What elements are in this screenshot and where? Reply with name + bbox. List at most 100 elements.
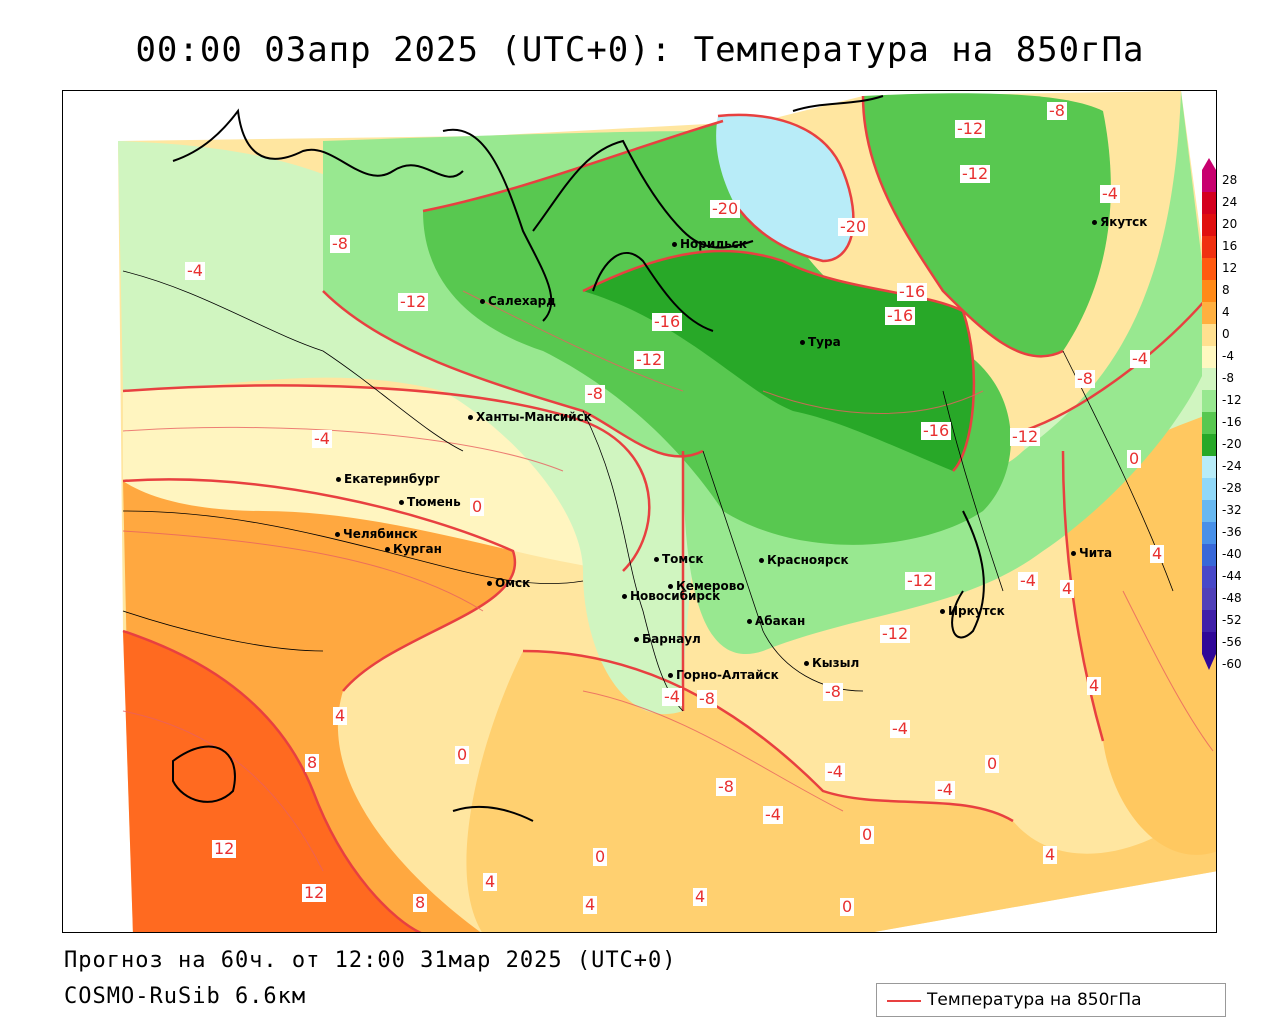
scale-label: -60 — [1222, 657, 1242, 671]
city-5: Екатеринбург — [336, 472, 440, 486]
city-0: Норильск — [672, 237, 747, 251]
city-8: Курган — [385, 542, 442, 556]
contour-label: -8 — [716, 777, 736, 796]
map-canvas — [118, 91, 1216, 932]
legend-label: Температура на 850гПа — [927, 990, 1142, 1010]
scale-label: -12 — [1222, 393, 1242, 407]
contour-label: 0 — [860, 825, 875, 844]
cold-zone-minus16 — [583, 251, 974, 471]
contour-label: -16 — [921, 421, 952, 440]
map-title: 00:00 03апр 2025 (UTC+0): Температура на… — [135, 30, 1145, 70]
contour-label: 12 — [302, 883, 327, 902]
city-10: Новосибирск — [622, 589, 720, 603]
contour-label: 0 — [470, 497, 485, 516]
contour-label: 4 — [483, 872, 498, 891]
city-15: Абакан — [747, 614, 805, 628]
scale-label: 28 — [1222, 173, 1238, 187]
scale-label: -48 — [1222, 591, 1242, 605]
contour-label: -12 — [955, 119, 986, 138]
contour-label: 0 — [455, 745, 470, 764]
city-1: Якутск — [1092, 215, 1147, 229]
scale-band — [1202, 632, 1216, 654]
scale-band — [1202, 544, 1216, 566]
scale-band — [1202, 456, 1216, 478]
scale-label: 8 — [1222, 283, 1230, 297]
contour-label: -12 — [398, 292, 429, 311]
contour-label: -12 — [634, 350, 665, 369]
contour-label: -4 — [185, 261, 205, 280]
scale-band — [1202, 434, 1216, 456]
scale-label: -52 — [1222, 613, 1242, 627]
contour-label: -12 — [1010, 427, 1041, 446]
contour-label: -4 — [312, 429, 332, 448]
city-11: Томск — [654, 552, 704, 566]
contour-label: 4 — [1087, 676, 1102, 695]
contour-label: -4 — [890, 719, 910, 738]
contour-label: -8 — [1047, 101, 1067, 120]
contour-label: 4 — [583, 895, 598, 914]
color-scale-bar — [1202, 158, 1216, 670]
temperature-map[interactable] — [62, 90, 1217, 933]
cold-zone-minus12-north — [863, 93, 1111, 357]
scale-label: -8 — [1222, 371, 1234, 385]
scale-label: 4 — [1222, 305, 1230, 319]
contour-label: -12 — [905, 571, 936, 590]
scale-label: 24 — [1222, 195, 1238, 209]
scale-band — [1202, 566, 1216, 588]
scale-band — [1202, 500, 1216, 522]
legend-line-sample — [887, 1000, 921, 1002]
color-scale: 28 24 20 16 12 8 4 0 -4 -8 -12 -16 -20 -24 -28 -32 -36 -4… — [1200, 158, 1260, 690]
scale-label: -16 — [1222, 415, 1242, 429]
scale-band — [1202, 346, 1216, 368]
contour-label: -8 — [697, 689, 717, 708]
scale-label: -36 — [1222, 525, 1242, 539]
contour-label: -16 — [885, 306, 916, 325]
contour-label: -8 — [823, 682, 843, 701]
scale-label: -44 — [1222, 569, 1242, 583]
scale-band — [1202, 192, 1216, 214]
city-4: Ханты-Мансийск — [468, 410, 592, 424]
scale-label: 12 — [1222, 261, 1238, 275]
contour-label: -4 — [763, 805, 783, 824]
scale-band — [1202, 258, 1216, 280]
city-16: Иркутск — [940, 604, 1005, 618]
legend: Температура на 850гПа — [876, 983, 1226, 1017]
scale-top-arrow — [1202, 158, 1216, 170]
contour-label: 8 — [413, 893, 428, 912]
city-19: Горно-Алтайск — [668, 668, 779, 682]
contour-label: -4 — [1100, 184, 1120, 203]
contour-label: 0 — [985, 754, 1000, 773]
contour-label: 0 — [840, 897, 855, 916]
warm-zone-4-south — [466, 651, 1216, 932]
scale-band — [1202, 236, 1216, 258]
city-7: Челябинск — [335, 527, 418, 541]
contour-label: 4 — [1060, 579, 1075, 598]
city-14: Барнаул — [634, 632, 701, 646]
scale-band — [1202, 302, 1216, 324]
scale-label: 20 — [1222, 217, 1238, 231]
contour-label: 4 — [693, 887, 708, 906]
scale-band — [1202, 170, 1216, 192]
contour-label: -8 — [585, 384, 605, 403]
cold-zone-minus20 — [716, 114, 854, 262]
scale-label: 0 — [1222, 327, 1230, 341]
contour-label: -16 — [652, 312, 683, 331]
model-info: COSMO-RuSib 6.6км — [64, 984, 307, 1009]
city-18: Кызыл — [804, 656, 859, 670]
scale-band — [1202, 324, 1216, 346]
contour-label: -4 — [662, 687, 682, 706]
contour-label: -4 — [825, 762, 845, 781]
city-17: Чита — [1071, 546, 1112, 560]
thin-contour-lines — [122, 290, 1214, 872]
coastlines — [172, 95, 985, 822]
warm-zone-east — [1063, 411, 1216, 855]
scale-band — [1202, 280, 1216, 302]
contour-label: 12 — [212, 839, 237, 858]
contour-label: -20 — [710, 199, 741, 218]
contour-label: 0 — [593, 847, 608, 866]
scale-band — [1202, 368, 1216, 390]
contour-label: 4 — [333, 706, 348, 725]
scale-band — [1202, 610, 1216, 632]
contour-label: -20 — [838, 217, 869, 236]
contour-label: 4 — [1150, 544, 1165, 563]
